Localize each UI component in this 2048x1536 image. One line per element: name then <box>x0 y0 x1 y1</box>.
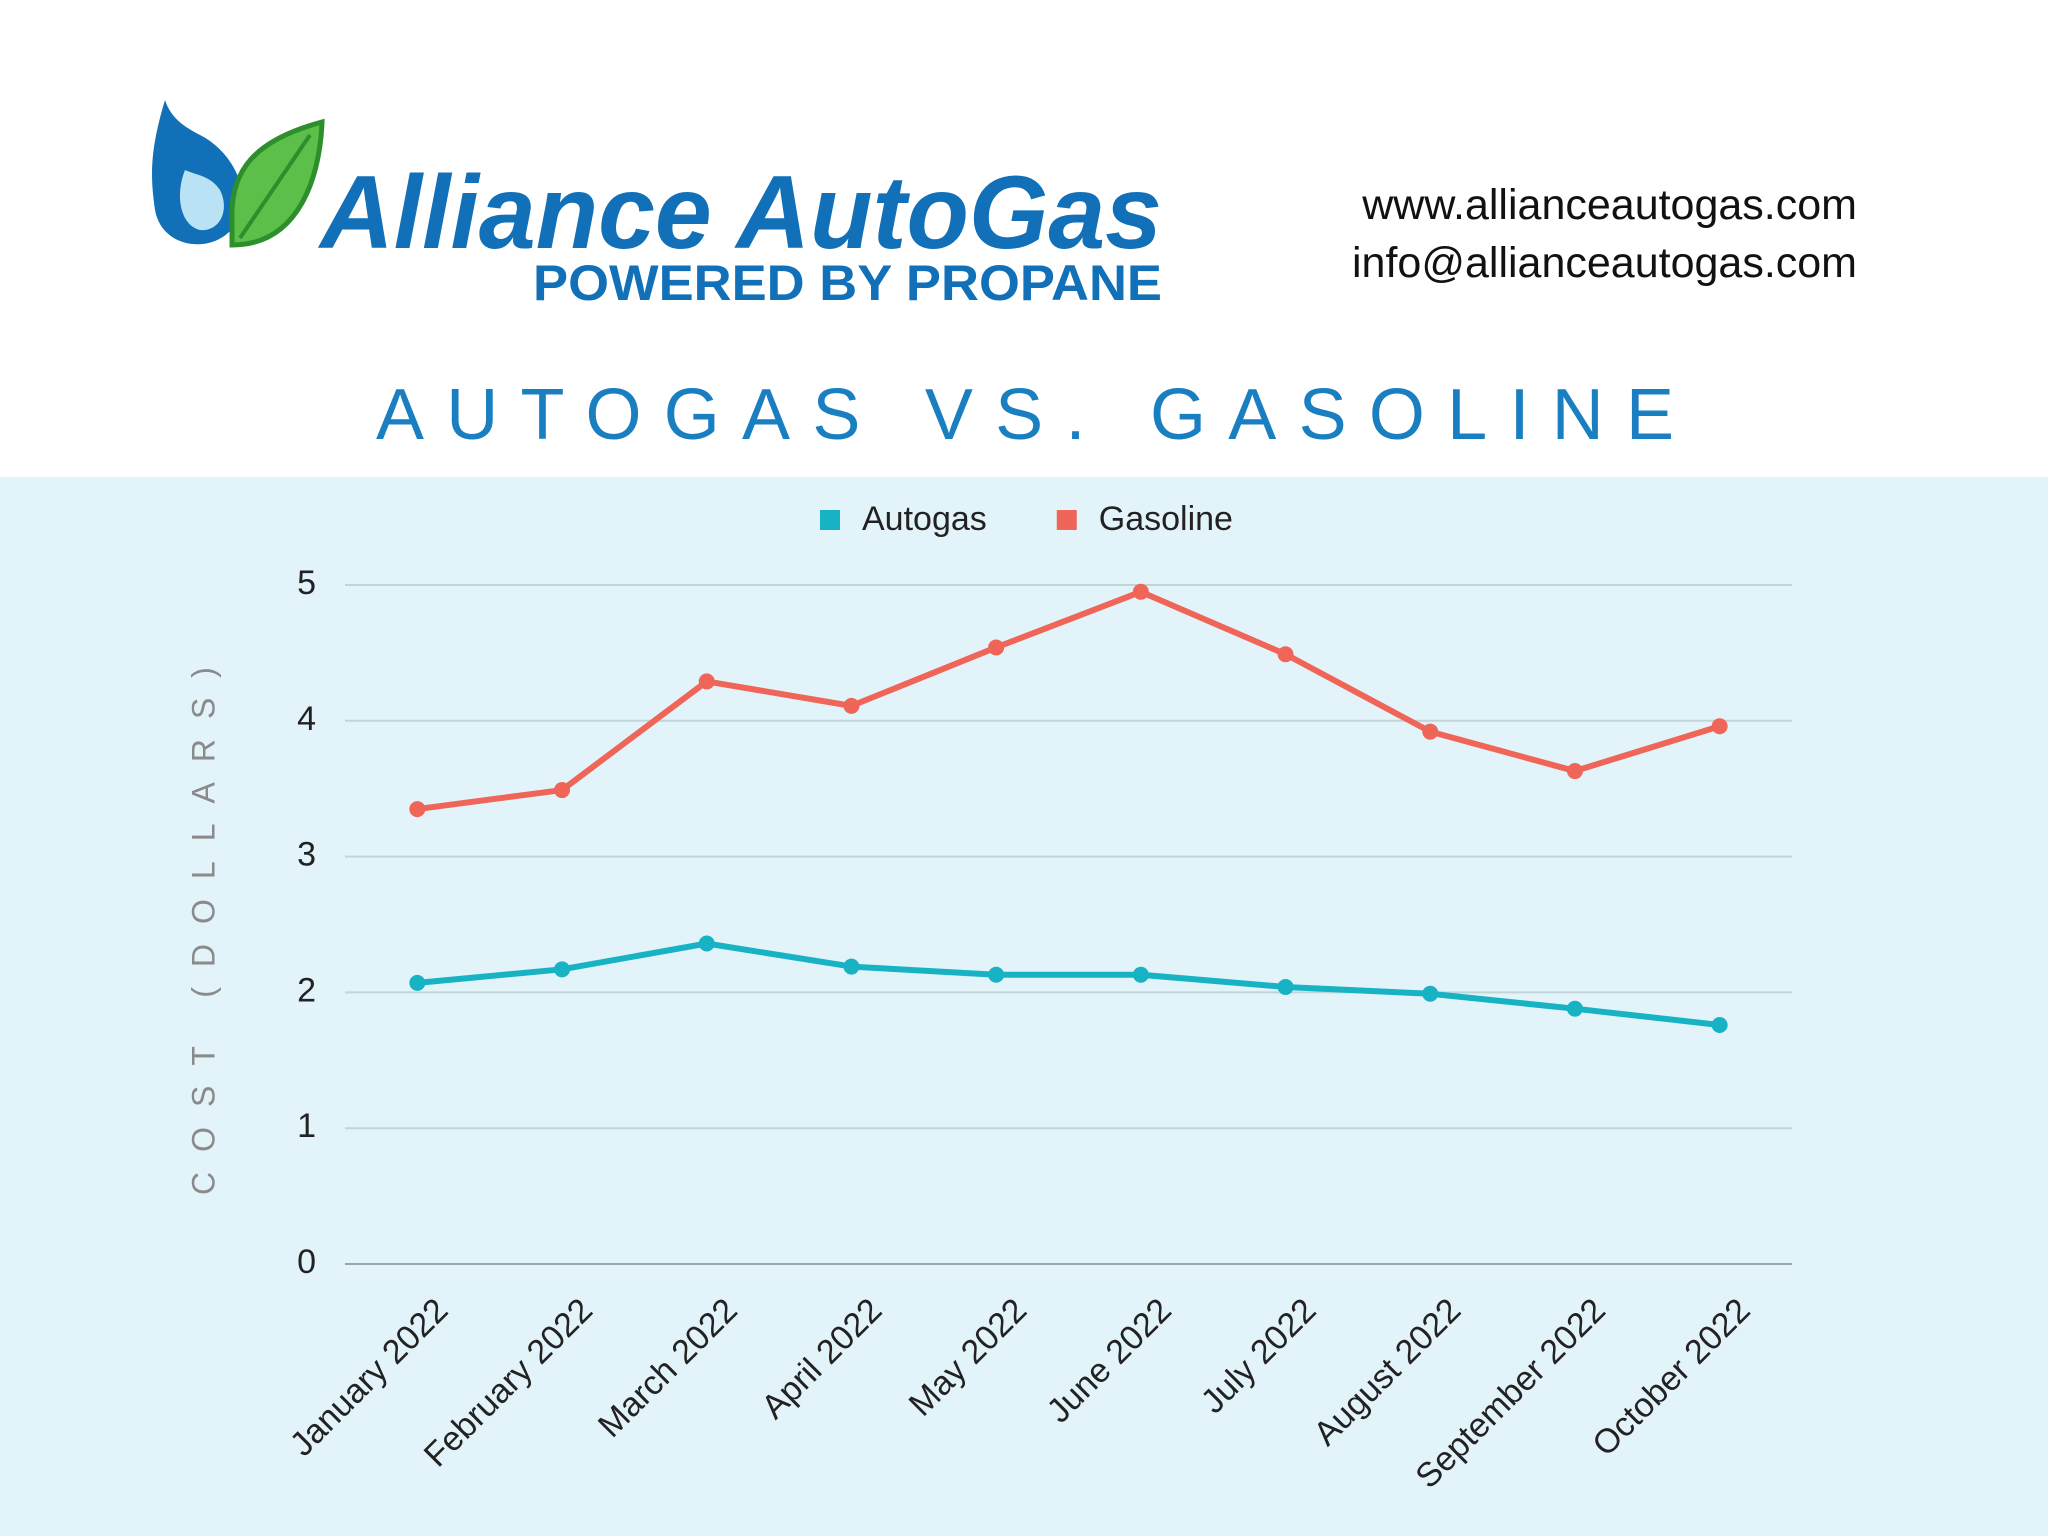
series-line <box>416 588 1721 813</box>
data-point <box>1422 723 1439 740</box>
data-point <box>843 958 860 975</box>
y-tick-label: 5 <box>297 564 316 602</box>
data-point <box>1422 985 1439 1002</box>
legend-label: Autogas <box>862 500 987 538</box>
y-tick-label: 0 <box>297 1243 316 1281</box>
brand-tagline: POWERED BY PROPANE <box>533 255 1162 311</box>
y-tick-label: 2 <box>297 971 316 1009</box>
data-point <box>1277 978 1294 995</box>
legend-swatch <box>820 510 840 530</box>
data-point <box>698 935 715 952</box>
y-tick-label: 3 <box>297 836 316 874</box>
data-point <box>988 966 1005 983</box>
website: www.allianceautogas.com <box>1361 181 1857 229</box>
y-tick-label: 4 <box>297 700 316 738</box>
logo-icon <box>152 100 325 248</box>
data-point <box>988 639 1005 656</box>
data-point <box>843 697 860 714</box>
data-point <box>1277 646 1294 663</box>
email: info@allianceautogas.com <box>1352 239 1857 287</box>
legend-label: Gasoline <box>1099 500 1233 538</box>
data-point <box>554 961 571 978</box>
chart-title: AUTOGAS VS. GASOLINE <box>376 375 1674 455</box>
data-point <box>409 974 426 991</box>
data-point <box>1132 966 1149 983</box>
data-point <box>1566 763 1583 780</box>
series-line <box>417 940 1720 1028</box>
data-point <box>1711 718 1728 735</box>
legend-swatch <box>1056 510 1077 530</box>
data-point <box>554 782 571 799</box>
data-point <box>1711 1016 1728 1033</box>
y-tick-label: 1 <box>297 1107 316 1145</box>
brand-name: Alliance AutoGas <box>317 155 1162 271</box>
data-point <box>1132 583 1149 600</box>
data-point <box>409 801 426 818</box>
y-axis-label: COST (DOLLARS) <box>185 647 221 1195</box>
chart-background <box>0 477 2048 1536</box>
data-point <box>698 673 715 690</box>
data-point <box>1566 1000 1583 1017</box>
